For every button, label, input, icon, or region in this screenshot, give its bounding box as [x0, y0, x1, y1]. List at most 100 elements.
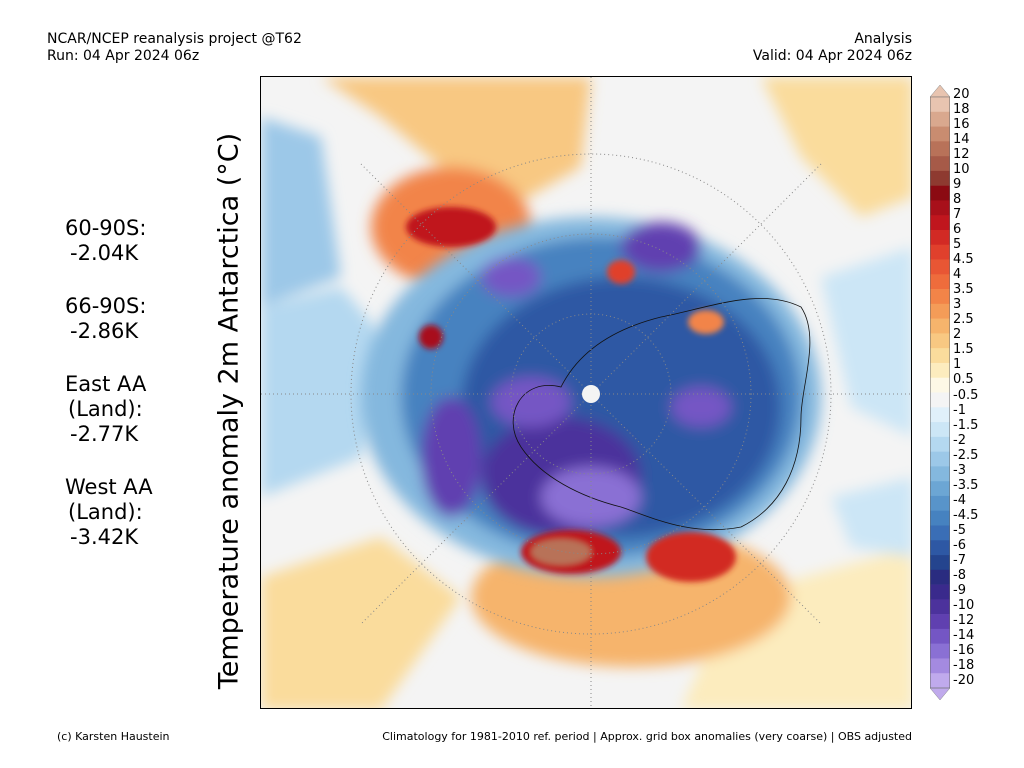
colorbar-cell [930, 126, 950, 142]
stat-value: -3.42K [70, 525, 139, 549]
antarctica-coastline [512, 298, 811, 531]
colorbar-tick-label: 1 [953, 357, 962, 373]
colorbar-tick-label: 8 [953, 192, 962, 208]
colorbar-tick-label: 9 [953, 177, 962, 193]
run-time: Run: 04 Apr 2024 06z [47, 48, 200, 64]
analysis-label: Analysis [854, 31, 912, 47]
stat-east-aa: East AA (Land): -2.77K [65, 372, 205, 447]
colorbar-tick-label: 14 [953, 132, 970, 148]
stat-66-90s: 66-90S: -2.86K [65, 294, 205, 344]
colorbar-cell [930, 377, 950, 393]
colorbar-tick-label: 12 [953, 147, 970, 163]
colorbar-cell [930, 200, 950, 216]
colorbar-tick-label: -2.5 [953, 447, 979, 463]
stat-value: -2.04K [70, 241, 139, 265]
colorbar-tick-label: -20 [953, 673, 975, 688]
colorbar-tick-label: -12 [953, 612, 975, 628]
copyright: (c) Karsten Haustein [57, 730, 170, 743]
colorbar-cell [930, 229, 950, 246]
colorbar-cell [930, 407, 950, 423]
colorbar-cell [930, 318, 950, 334]
colorbar-tick-label: 6 [953, 222, 962, 238]
colorbar-cell [930, 584, 950, 600]
colorbar-cell [930, 185, 950, 201]
colorbar-cell [930, 614, 950, 630]
colorbar-cell [930, 555, 950, 571]
colorbar-cell [930, 259, 950, 275]
map-title: Temperature anomaly 2m Antarctica (°C) [213, 132, 245, 690]
colorbar-tick-label: -1.5 [953, 417, 979, 433]
model-title: NCAR/NCEP reanalysis project @T62 [47, 31, 302, 47]
colorbar-tick-label: 3.5 [953, 282, 974, 298]
colorbar-tick-label: 10 [953, 162, 970, 178]
colorbar-cell [930, 244, 950, 260]
colorbar-cell [930, 510, 950, 526]
stat-value: -2.86K [70, 319, 139, 343]
colorbar-cell [930, 436, 950, 452]
colorbar-tick-label: -9 [953, 582, 966, 598]
stat-60-90s: 60-90S: -2.04K [65, 216, 205, 266]
colorbar-cell [930, 673, 950, 689]
stat-label: 60-90S: [65, 216, 147, 240]
run-info: NCAR/NCEP reanalysis project @T62 Run: 0… [47, 31, 302, 65]
colorbar-tick-label: 20 [953, 87, 970, 102]
colorbar-cell [930, 540, 950, 556]
colorbar-cell [930, 569, 950, 585]
colorbar-tick-label: -16 [953, 642, 975, 658]
colorbar-tick-label: -6 [953, 537, 966, 553]
colorbar-cell [930, 141, 950, 157]
colorbar-cell [930, 156, 950, 172]
colorbar-tick-label: -8 [953, 567, 966, 583]
colorbar-max-arrow [930, 85, 950, 98]
colorbar-tick-label: 18 [953, 102, 970, 118]
stat-sublabel: (Land): [68, 500, 143, 524]
colorbar-tick-label: -4.5 [953, 507, 979, 523]
anomaly-map [260, 76, 912, 709]
colorbar-cell [930, 289, 950, 305]
stat-west-aa: West AA (Land): -3.42K [65, 475, 205, 550]
colorbar-frame [930, 96, 950, 689]
colorbar-tick-label: -3 [953, 462, 966, 478]
colorbar-cell [930, 628, 950, 644]
colorbar-tick-label: 7 [953, 207, 962, 223]
anomaly-map-svg [261, 77, 911, 708]
colorbar-tick-label: -2 [953, 432, 966, 448]
colorbar-cell [930, 348, 950, 364]
colorbar-tick-label: 2.5 [953, 312, 974, 328]
colorbar-tick-label: 4.5 [953, 252, 974, 268]
stat-label: 66-90S: [65, 294, 147, 318]
stat-label: West AA [65, 475, 153, 499]
regional-stats: 60-90S: -2.04K 66-90S: -2.86K East AA (L… [65, 216, 205, 578]
colorbar-cell [930, 215, 950, 231]
colorbar-cell [930, 392, 950, 408]
colorbar-cell [930, 643, 950, 659]
colorbar-min-arrow [930, 687, 950, 700]
colorbar-cell [930, 303, 950, 319]
colorbar-cells [930, 85, 950, 700]
colorbar-cell [930, 111, 950, 127]
colorbar-tick-label: 3 [953, 297, 962, 313]
colorbar-cell [930, 599, 950, 615]
antarctic-anomaly-field [361, 217, 821, 577]
colorbar-cell [930, 170, 950, 186]
south-pole-marker [582, 385, 600, 403]
colorbar-cell [930, 466, 950, 482]
colorbar-tick-label: -4 [953, 492, 966, 508]
colorbar-tick-label: 5 [953, 237, 962, 253]
colorbar-tick-label: -1 [953, 402, 966, 418]
colorbar-cell [930, 525, 950, 541]
colorbar-cell [930, 333, 950, 349]
colorbar-tick-label: 4 [953, 267, 962, 283]
valid-info: Analysis Valid: 04 Apr 2024 06z [753, 31, 912, 65]
colorbar-cell [930, 658, 950, 674]
colorbar-tick-label: -18 [953, 657, 975, 673]
colorbar-cell [930, 362, 950, 379]
stat-value: -2.77K [70, 422, 139, 446]
colorbar-tick-label: 16 [953, 117, 970, 133]
colorbar-tick-label: -5 [953, 522, 966, 538]
colorbar-cell [930, 481, 950, 497]
stat-sublabel: (Land): [68, 397, 143, 421]
valid-time: Valid: 04 Apr 2024 06z [752, 48, 912, 64]
colorbar-tick-label: 1.5 [953, 342, 974, 358]
methodology-note: Climatology for 1981-2010 ref. period | … [382, 730, 912, 743]
